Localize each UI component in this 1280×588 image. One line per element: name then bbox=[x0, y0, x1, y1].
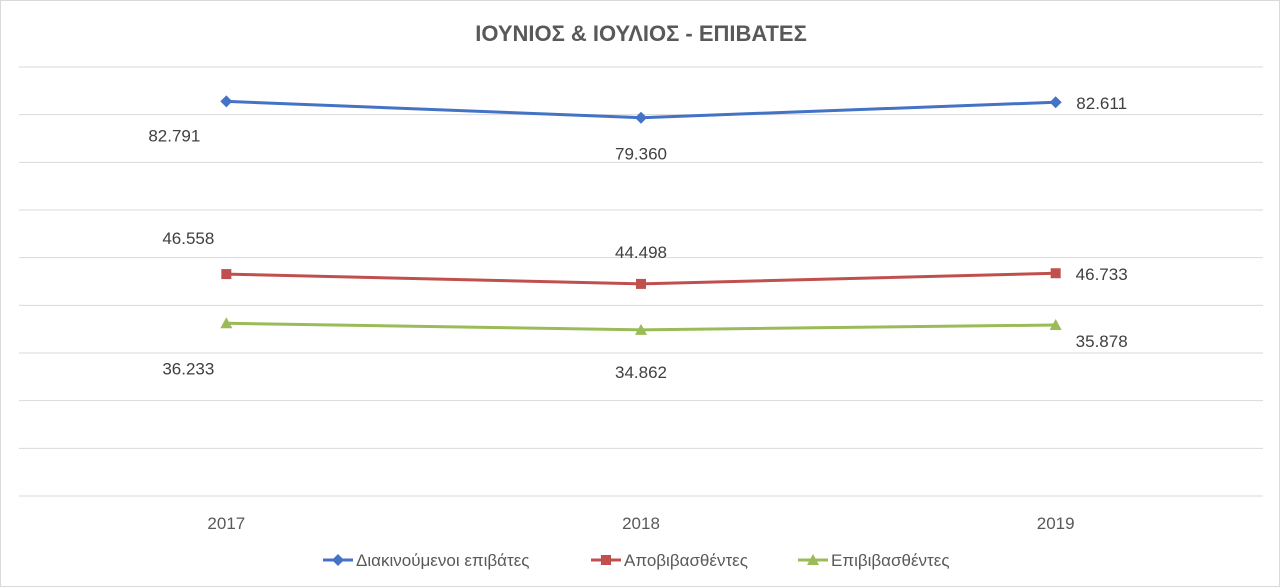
data-label: 36.233 bbox=[162, 359, 214, 378]
chart-title: ΙΟΥΝΙΟΣ & ΙΟΥΛΙΟΣ - ΕΠΙΒΑΤΕΣ bbox=[475, 21, 807, 46]
legend-marker bbox=[807, 554, 819, 565]
legend-label: Αποβιβασθέντες bbox=[624, 551, 748, 570]
data-label: 34.862 bbox=[615, 363, 667, 382]
data-label: 44.498 bbox=[615, 243, 667, 262]
data-point-marker bbox=[635, 323, 647, 335]
legend-label: Διακινούμενοι επιβάτες bbox=[356, 551, 530, 570]
data-point-marker bbox=[1049, 96, 1062, 109]
data-label: 46.558 bbox=[162, 229, 214, 248]
data-point-marker bbox=[1049, 318, 1062, 330]
data-label: 35.878 bbox=[1076, 332, 1128, 351]
data-point-marker bbox=[1050, 268, 1061, 279]
data-label: 79.360 bbox=[615, 145, 667, 164]
data-point-marker bbox=[221, 269, 232, 280]
data-label: 82.611 bbox=[1076, 94, 1127, 113]
data-point-marker bbox=[220, 95, 233, 108]
legend-marker bbox=[601, 555, 611, 565]
data-labels: 82.791 79.360 82.611 46.558 44.498 46.733 36.2… bbox=[148, 94, 1127, 382]
legend-label: Επιβιβασθέντες bbox=[831, 551, 950, 570]
data-label: 46.733 bbox=[1076, 265, 1128, 284]
data-point-marker bbox=[220, 317, 233, 329]
data-label: 82.791 bbox=[148, 126, 200, 145]
x-axis-ticks: 2017 2018 2019 bbox=[207, 514, 1074, 533]
x-tick-label: 2018 bbox=[622, 514, 660, 533]
series-group bbox=[220, 95, 1062, 335]
x-tick-label: 2019 bbox=[1037, 514, 1075, 533]
legend: Διακινούμενοι επιβάτες Αποβιβασθέντες Επιβ… bbox=[323, 551, 950, 570]
data-point-marker bbox=[635, 111, 647, 124]
x-tick-label: 2017 bbox=[207, 514, 245, 533]
data-point-marker bbox=[636, 278, 646, 289]
legend-marker bbox=[332, 554, 344, 566]
